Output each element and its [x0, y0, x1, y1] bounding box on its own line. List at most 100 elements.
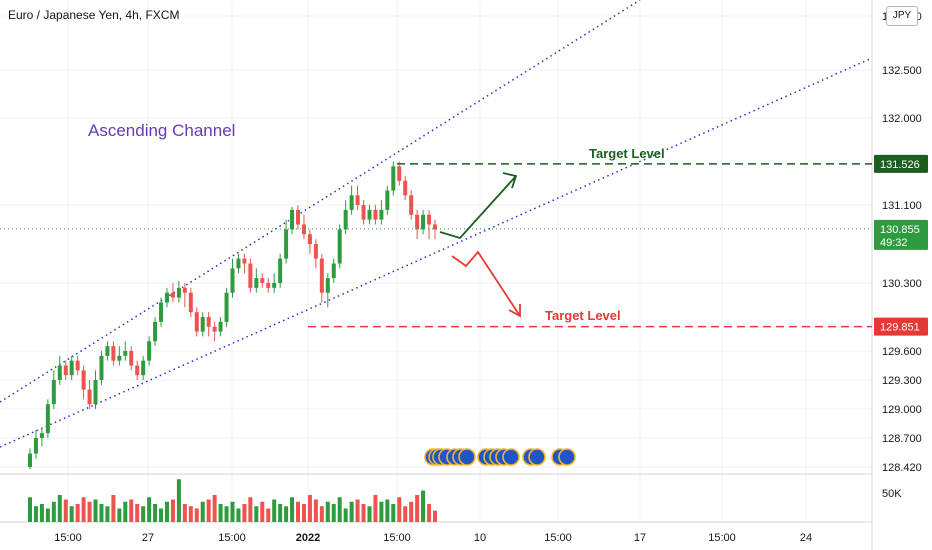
- target-down-price-tag-bg: [874, 317, 928, 336]
- candle-body: [218, 321, 223, 332]
- volume-bar: [75, 504, 80, 522]
- volume-bar: [57, 495, 62, 522]
- volume-bar: [164, 501, 169, 522]
- volume-bar: [159, 508, 164, 522]
- candle-body: [135, 365, 140, 376]
- volume-bar: [325, 501, 330, 522]
- candle-body: [33, 438, 38, 454]
- candle-body: [147, 341, 152, 361]
- volume-bar: [421, 490, 426, 522]
- candle-body: [129, 351, 134, 366]
- channel-upper-line: [0, 0, 641, 403]
- candle-body: [111, 346, 116, 361]
- candles: [28, 161, 437, 470]
- channel-lower-line: [0, 57, 873, 448]
- candle-body: [75, 360, 80, 371]
- volume-bar: [278, 504, 283, 522]
- volume-bar: [415, 495, 420, 522]
- candle-body: [69, 360, 74, 376]
- time-tick-label: 10: [474, 532, 486, 544]
- volume-bar: [343, 508, 348, 522]
- volume-bars: [28, 479, 437, 522]
- volume-bar: [170, 499, 175, 522]
- volume-bar: [33, 506, 38, 522]
- candle-body: [200, 317, 205, 332]
- time-tick-label: 15:00: [544, 532, 572, 544]
- candle-body: [188, 292, 193, 313]
- candle-body: [170, 292, 175, 298]
- volume-bar: [397, 497, 402, 522]
- volume-bar: [260, 501, 265, 522]
- price-tick-label: 131.100: [882, 200, 922, 212]
- candle-body: [415, 214, 420, 230]
- time-tick-label: 15:00: [708, 532, 736, 544]
- volume-bar: [230, 501, 235, 522]
- volume-bar: [290, 497, 295, 522]
- price-axis[interactable]: 133.000132.500132.000131.100130.300129.6…: [874, 11, 928, 500]
- candle-body: [284, 229, 289, 259]
- volume-bar: [69, 506, 74, 522]
- price-tick-label: 128.420: [882, 462, 922, 474]
- volume-bar: [236, 508, 241, 522]
- candle-body: [242, 258, 247, 264]
- candle-body: [87, 389, 92, 405]
- annotations: Ascending Channel Target Level Target Leve…: [0, 121, 872, 466]
- candle-body: [278, 258, 283, 283]
- bullish-arrow: [439, 175, 517, 240]
- volume-bar: [391, 504, 396, 522]
- candle-body: [164, 292, 169, 303]
- candle-body: [206, 317, 211, 327]
- time-axis[interactable]: 15:00 27 15:00 2022 15:00 10 15:00 17 15:00 24: [54, 532, 812, 544]
- candle-body: [123, 351, 128, 356]
- economic-event-icon: [528, 448, 546, 466]
- economic-event-icon: [458, 448, 476, 466]
- candle-body: [421, 214, 426, 230]
- volume-bar: [147, 497, 152, 522]
- candle-body: [307, 234, 312, 244]
- candle-body: [182, 287, 187, 293]
- volume-bar: [182, 504, 187, 522]
- candle-body: [141, 360, 146, 376]
- annotation-text: Ascending Channel: [88, 121, 235, 140]
- candle-body: [63, 365, 68, 376]
- candle-body: [105, 346, 110, 356]
- ascending-channel: [0, 0, 873, 448]
- candle-body: [325, 278, 330, 293]
- volume-bar: [433, 510, 437, 522]
- candle-body: [319, 258, 324, 293]
- candle-body: [159, 302, 164, 322]
- currency-button[interactable]: JPY: [886, 6, 918, 26]
- volume-bar: [337, 497, 342, 522]
- candle-body: [301, 224, 306, 235]
- target-down-label: Target Level: [545, 308, 621, 323]
- candle-body: [397, 166, 402, 181]
- volume-bar: [218, 504, 223, 522]
- volume-bar: [200, 501, 205, 522]
- volume-bar: [81, 497, 86, 522]
- candle-body: [51, 380, 56, 405]
- price-tick-label: 132.500: [882, 65, 922, 77]
- volume-bar: [379, 501, 384, 522]
- volume-bar: [51, 501, 56, 522]
- candle-body: [99, 355, 104, 380]
- price-tick-label: 129.000: [882, 404, 922, 416]
- candle-body: [331, 263, 336, 279]
- volume-bar: [105, 506, 110, 522]
- candle-body: [296, 209, 301, 225]
- candle-body: [176, 287, 181, 298]
- volume-bar: [123, 501, 128, 522]
- candle-body: [379, 209, 384, 220]
- candle-body: [81, 370, 86, 390]
- volume-bar: [93, 499, 98, 522]
- volume-bar: [272, 499, 277, 522]
- volume-bar: [63, 499, 68, 522]
- volume-bar: [296, 501, 301, 522]
- bar-countdown: 49:32: [880, 237, 908, 249]
- price-tick-label: 132.000: [882, 113, 922, 125]
- volume-bar: [176, 479, 181, 522]
- volume-bar: [45, 508, 50, 522]
- candle-body: [313, 244, 318, 259]
- candle-body: [248, 263, 253, 288]
- candle-body: [194, 312, 199, 332]
- candle-body: [385, 190, 390, 210]
